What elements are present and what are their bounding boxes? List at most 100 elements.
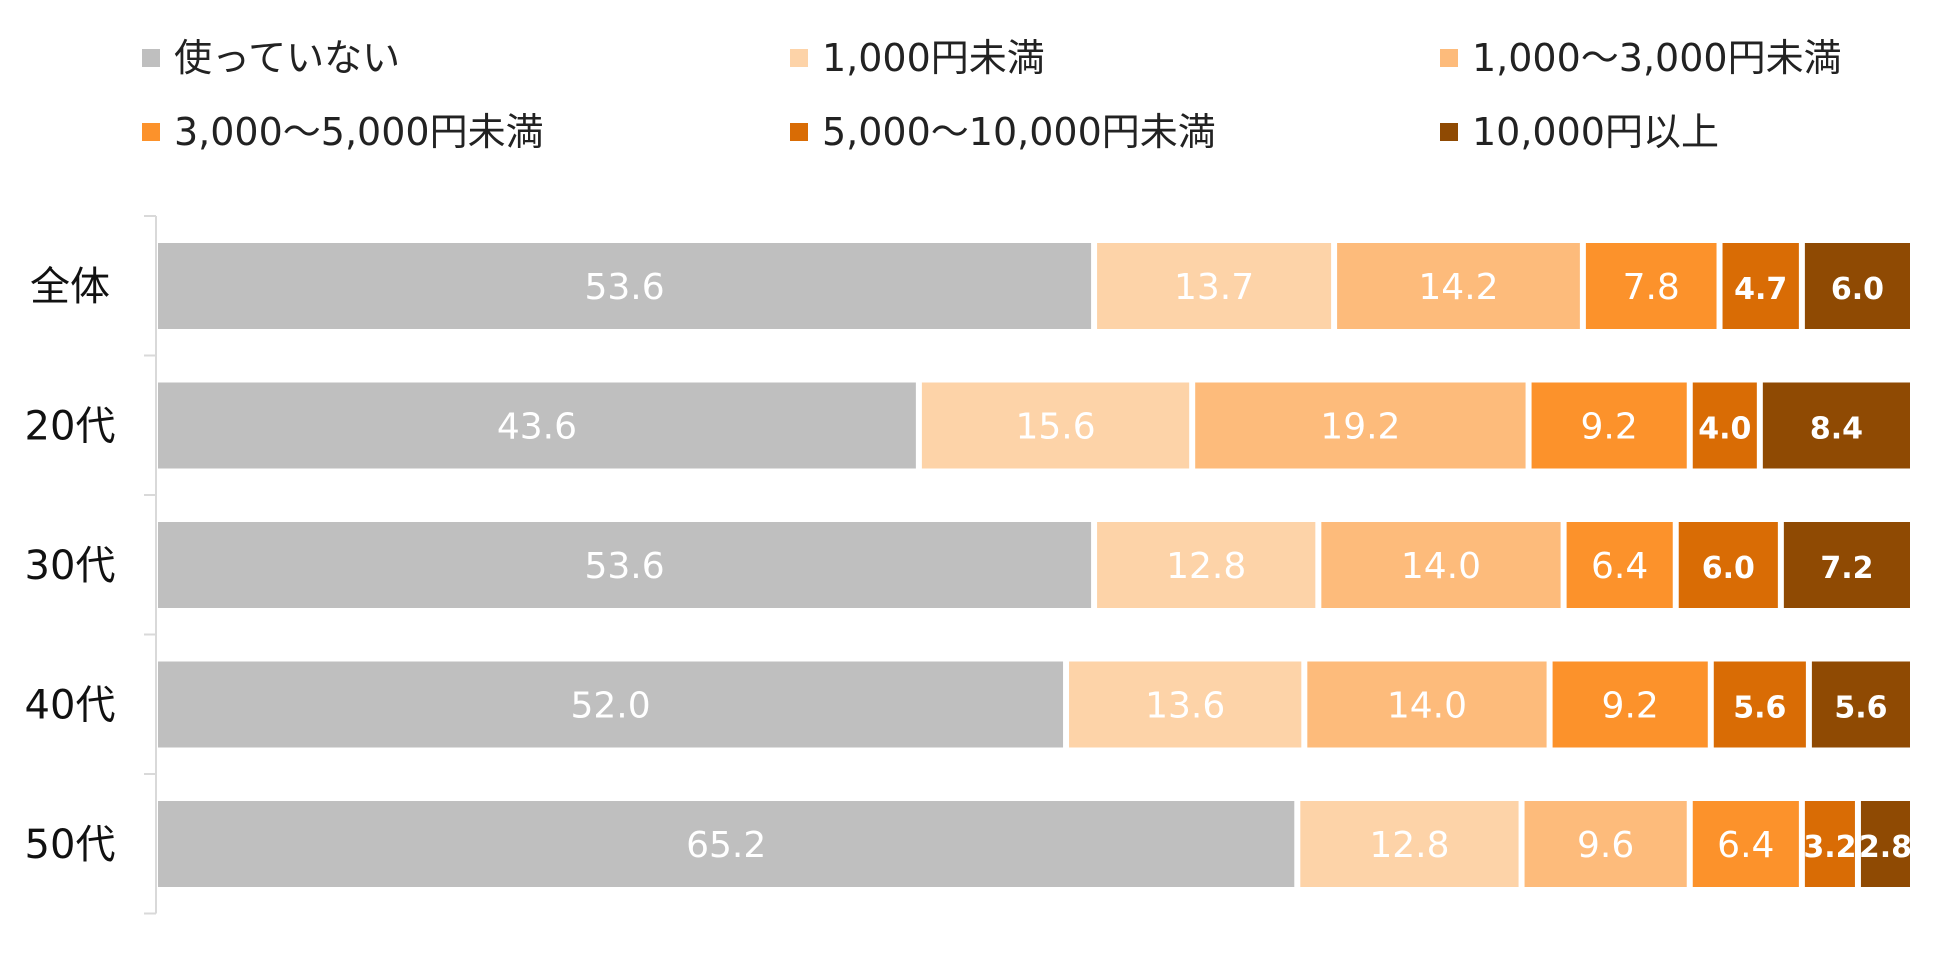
bar-rect xyxy=(1300,801,1519,887)
bar-segment: 2.8 xyxy=(1859,801,1912,887)
bar-segment: 5.6 xyxy=(1713,661,1806,748)
legend-label: 10,000円以上 xyxy=(1472,110,1719,154)
data-label: 5.6 xyxy=(1733,691,1786,726)
bar-segment: 15.6 xyxy=(921,382,1190,469)
data-label: 52.0 xyxy=(570,686,650,727)
bar-segment: 4.0 xyxy=(1692,382,1757,469)
bar-segment: 14.0 xyxy=(1307,661,1547,748)
legend-swatch xyxy=(142,123,160,141)
data-label: 6.4 xyxy=(1717,825,1774,866)
data-label: 7.8 xyxy=(1623,267,1680,308)
legend-item: 1,000〜3,000円未満 xyxy=(1440,36,1842,80)
bar-rect xyxy=(1860,801,1910,887)
legend-swatch xyxy=(790,123,808,141)
legend-label: 3,000〜5,000円未満 xyxy=(174,110,544,154)
legend: 使っていない 1,000円未満 1,000〜3,000円未満 3,000〜5,000円… xyxy=(142,36,1842,154)
bar-rect xyxy=(158,382,916,469)
bar-rect xyxy=(158,801,1295,887)
bar-rect xyxy=(1552,661,1708,748)
bar-segment: 5.6 xyxy=(1811,661,1910,748)
category-label: 30代 xyxy=(25,543,116,589)
bar-rect xyxy=(1713,661,1806,748)
legend-item: 使っていない xyxy=(142,36,400,80)
data-label: 9.2 xyxy=(1581,407,1638,448)
data-label: 6.0 xyxy=(1831,272,1884,307)
bar-segment: 6.0 xyxy=(1678,522,1778,608)
bar-rect xyxy=(1069,661,1302,748)
bar-segment: 43.6 xyxy=(158,382,916,469)
bar-rect xyxy=(1722,243,1799,329)
bar-rect xyxy=(158,243,1092,329)
legend-swatch xyxy=(790,49,808,67)
bar-segment: 7.8 xyxy=(1585,243,1717,329)
bar-segment: 6.0 xyxy=(1804,243,1910,329)
bar-rect xyxy=(1531,382,1687,469)
bar-segment: 6.4 xyxy=(1566,522,1673,608)
bar-segment: 3.2 xyxy=(1803,801,1856,887)
category-axis: 全体 20代 30代 40代 50代 xyxy=(25,215,157,915)
bar-rect xyxy=(1585,243,1717,329)
bar-rect xyxy=(158,522,1092,608)
bar-rect xyxy=(1097,243,1332,329)
data-label: 12.8 xyxy=(1166,546,1246,587)
legend-item: 5,000〜10,000円未満 xyxy=(790,110,1216,154)
bar-segment: 65.2 xyxy=(158,801,1295,887)
bar-rect xyxy=(1566,522,1673,608)
legend-label: 5,000〜10,000円未満 xyxy=(822,110,1216,154)
bar-segment: 53.6 xyxy=(158,243,1092,329)
data-label: 14.0 xyxy=(1387,686,1467,727)
data-label: 6.4 xyxy=(1591,546,1648,587)
data-label: 43.6 xyxy=(497,407,577,448)
data-label: 7.2 xyxy=(1820,551,1873,586)
legend-label: 1,000円未満 xyxy=(822,36,1045,80)
bar-rect xyxy=(1804,801,1855,887)
data-label: 3.2 xyxy=(1803,830,1856,865)
bar-segment: 4.7 xyxy=(1722,243,1799,329)
bar-rect xyxy=(1783,522,1910,608)
bar-rect xyxy=(1195,382,1526,469)
category-label: 40代 xyxy=(25,683,116,729)
bar-rect xyxy=(1097,522,1316,608)
bar-rect xyxy=(1307,661,1547,748)
legend-label: 1,000〜3,000円未満 xyxy=(1472,36,1842,80)
bar-segment: 52.0 xyxy=(158,661,1064,748)
bar-segment: 6.4 xyxy=(1692,801,1799,887)
data-label: 4.7 xyxy=(1734,272,1787,307)
data-label: 4.0 xyxy=(1698,412,1751,447)
data-label: 13.7 xyxy=(1174,267,1254,308)
bar-rect xyxy=(1804,243,1910,329)
data-label: 8.4 xyxy=(1810,412,1863,447)
legend-item: 3,000〜5,000円未満 xyxy=(142,110,544,154)
bar-segment: 8.4 xyxy=(1762,382,1910,469)
bar-segment: 9.2 xyxy=(1531,382,1687,469)
category-label: 20代 xyxy=(25,404,116,450)
bar-segment: 13.7 xyxy=(1097,243,1332,329)
data-label: 14.0 xyxy=(1401,546,1481,587)
bar-segment: 9.2 xyxy=(1552,661,1708,748)
legend-item: 1,000円未満 xyxy=(790,36,1045,80)
bar-segment: 53.6 xyxy=(158,522,1092,608)
data-label: 6.0 xyxy=(1702,551,1755,586)
bar-segment: 13.6 xyxy=(1069,661,1302,748)
legend-swatch xyxy=(1440,123,1458,141)
data-label: 13.6 xyxy=(1145,686,1225,727)
bar-rect xyxy=(921,382,1190,469)
data-label: 12.8 xyxy=(1369,825,1449,866)
data-label: 53.6 xyxy=(584,546,664,587)
data-label: 9.6 xyxy=(1577,825,1634,866)
legend-swatch xyxy=(1440,49,1458,67)
bar-rect xyxy=(1692,382,1757,469)
data-label: 65.2 xyxy=(686,825,766,866)
data-label: 14.2 xyxy=(1418,267,1498,308)
bar-rect xyxy=(1524,801,1687,887)
bar-rect xyxy=(1678,522,1778,608)
bar-segment: 19.2 xyxy=(1195,382,1526,469)
data-label: 5.6 xyxy=(1834,691,1887,726)
data-label: 9.2 xyxy=(1602,686,1659,727)
bar-segment: 14.0 xyxy=(1321,522,1561,608)
category-label: 全体 xyxy=(30,264,110,310)
bar-rect xyxy=(1762,382,1910,469)
bar-segment: 12.8 xyxy=(1300,801,1519,887)
bar-segment: 9.6 xyxy=(1524,801,1687,887)
